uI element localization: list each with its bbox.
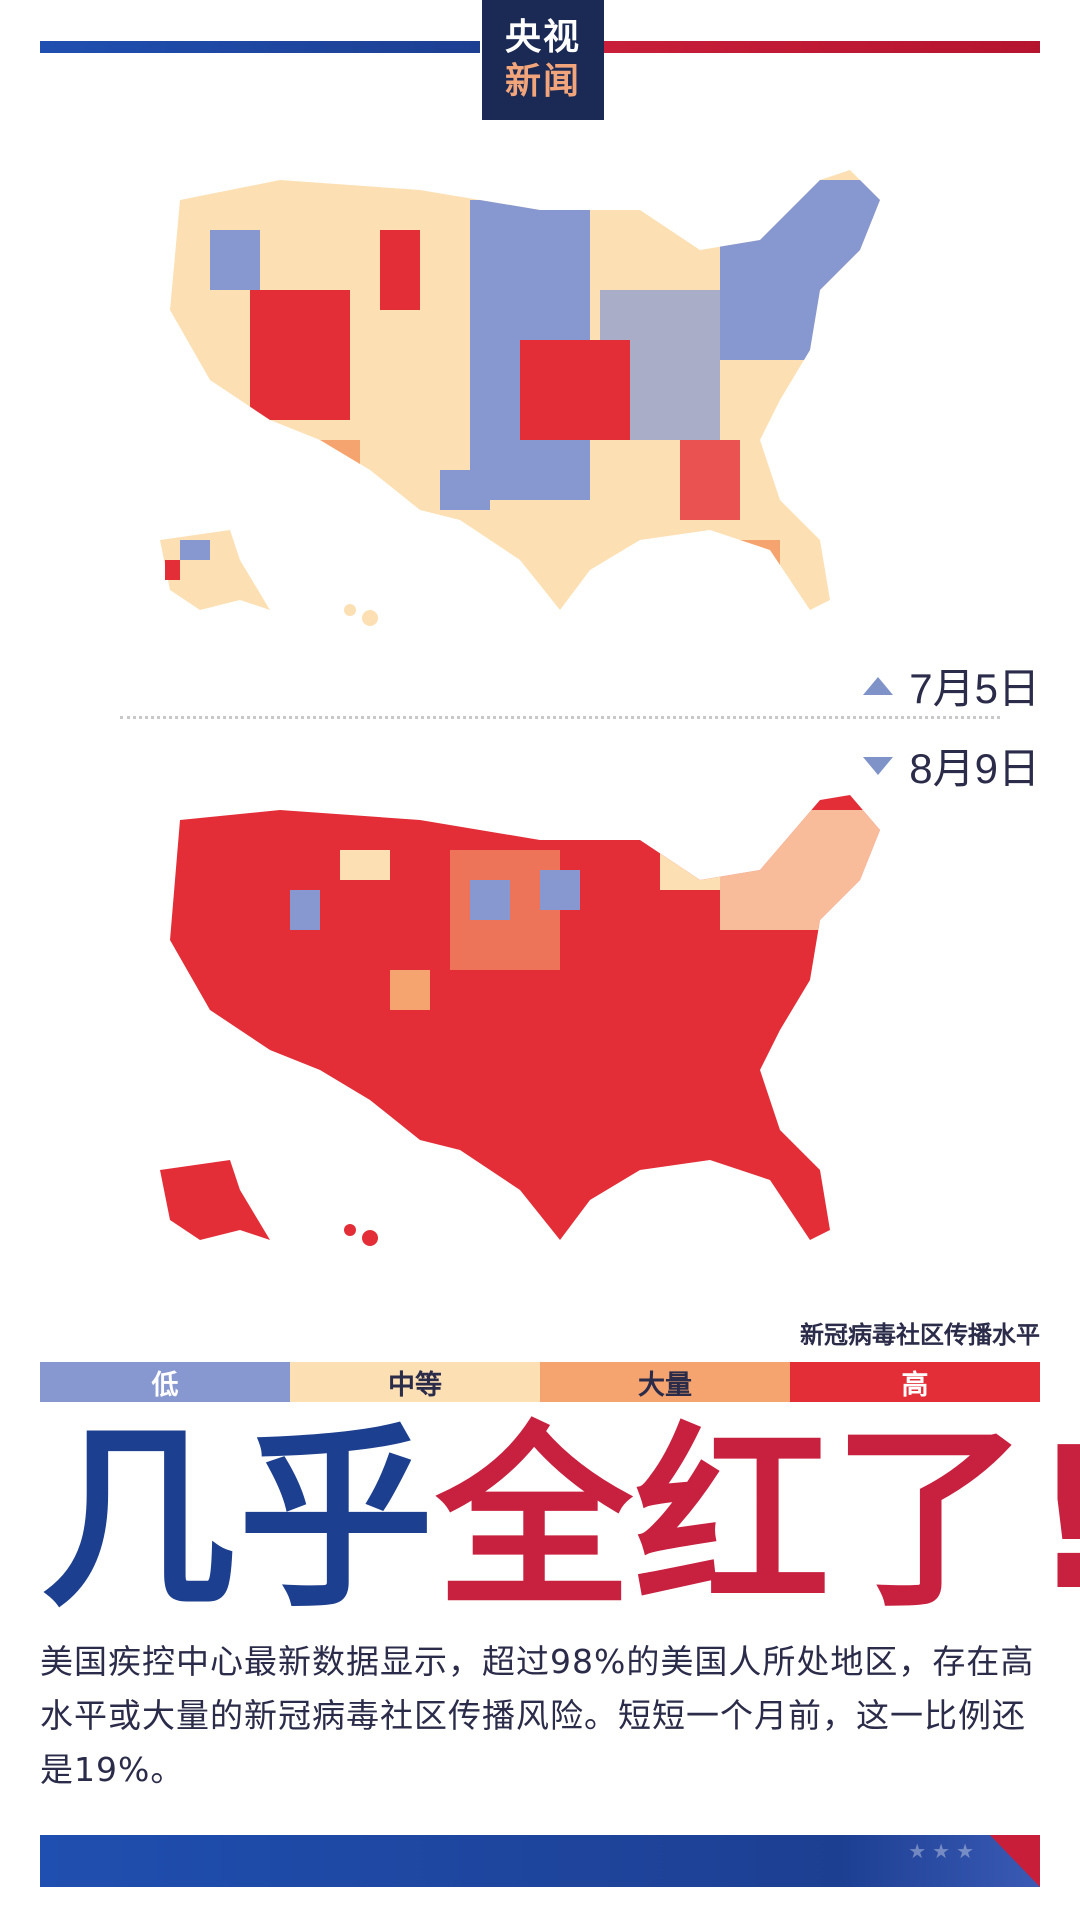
date-text: 7月5日 xyxy=(909,665,1040,712)
us-map-august xyxy=(120,790,960,1290)
date-text: 8月9日 xyxy=(909,745,1040,792)
headline-part1: 几乎 xyxy=(40,1406,437,1634)
dotted-divider xyxy=(120,716,1000,719)
us-map-july-svg xyxy=(160,170,880,626)
legend-substantial: 大量 xyxy=(540,1362,790,1402)
legend-title: 新冠病毒社区传播水平 xyxy=(800,1321,1040,1349)
legend-high: 高 xyxy=(790,1362,1040,1402)
us-map-august-svg xyxy=(160,795,880,1246)
headline-part2: 全红了! xyxy=(436,1406,1080,1634)
triangle-up-icon xyxy=(863,676,894,695)
bottom-corner-red xyxy=(990,1835,1040,1887)
top-bar-blue xyxy=(40,41,480,53)
stars-decoration: ★★★ xyxy=(908,1839,980,1863)
legend-bar: 低 中等 大量 高 xyxy=(40,1362,1040,1402)
headline: 几乎全红了! xyxy=(40,1420,1080,1620)
cctv-news-logo: 央视 新闻 xyxy=(482,0,604,120)
top-bar-red xyxy=(604,41,1040,53)
date-label-august: 8月9日 xyxy=(863,735,1040,796)
us-map-july xyxy=(120,140,960,660)
date-label-july: 7月5日 xyxy=(863,655,1040,716)
triangle-down-icon xyxy=(863,756,894,775)
body-paragraph: 美国疾控中心最新数据显示，超过98%的美国人所处地区，存在高水平或大量的新冠病毒… xyxy=(40,1642,1035,1789)
bottom-bar: ★★★ xyxy=(40,1835,1040,1887)
legend-moderate: 中等 xyxy=(290,1362,540,1402)
logo-line1: 央视 xyxy=(504,17,581,58)
logo-line2: 新闻 xyxy=(504,61,581,102)
legend-low: 低 xyxy=(40,1362,290,1402)
